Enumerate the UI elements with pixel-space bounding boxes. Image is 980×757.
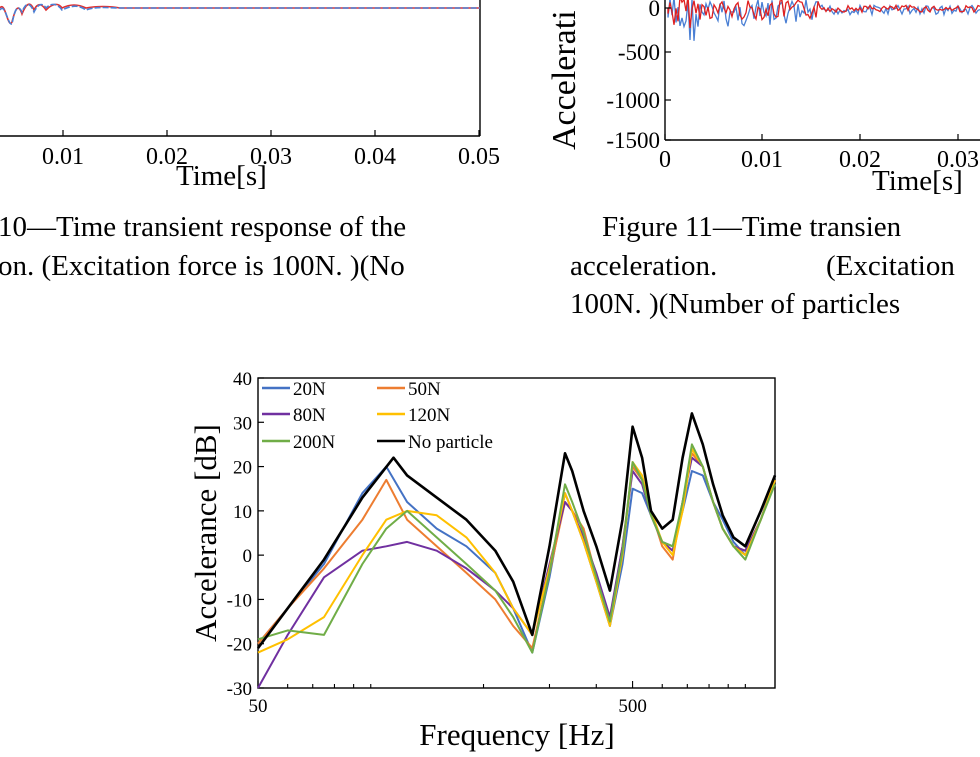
y-tick-label: -20 — [227, 635, 252, 656]
legend-label: 200N — [293, 432, 336, 453]
fig10-xtick-label: 0.04 — [354, 144, 396, 170]
fig10-xtick-label: 0.05 — [458, 144, 500, 170]
fig11-xtick-label: 0 — [659, 147, 671, 173]
fig10-caption-line1: 10—Time transient response of the — [0, 211, 407, 243]
fig10-caption-line2: on. (Excitation force is 100N. )(No — [0, 250, 405, 282]
fig11-ytick-label: -500 — [618, 40, 660, 65]
fig11-xtick-label: 0.03 — [937, 147, 979, 173]
fig11-ytick-label: 0 — [649, 0, 661, 21]
fig11-trace-red — [667, 0, 980, 28]
fig11-ytick-label: -1500 — [606, 128, 660, 153]
y-tick-label: 10 — [233, 502, 252, 523]
fig11-caption-line2a: acceleration. — [570, 250, 718, 282]
fig10-xlabel: Time[s] — [176, 160, 267, 192]
fig10-xtick-label: 0.01 — [42, 144, 84, 170]
fig11-caption-line1: Figure 11—Time transien — [602, 211, 902, 243]
fig11-xtick-label: 0.01 — [741, 147, 783, 173]
fig11-xlabel: Time[s] — [872, 165, 963, 197]
y-axis-label: Accelerance [dB] — [188, 424, 223, 642]
fig10-xtick-label: 0.03 — [250, 144, 292, 170]
y-tick-label: 40 — [233, 369, 252, 390]
fig10-xtick-label: 0.02 — [146, 144, 188, 170]
x-axis-label: Frequency [Hz] — [419, 717, 614, 752]
fig11-trace-blue — [667, 0, 980, 41]
x-tick-label: 500 — [618, 696, 647, 717]
y-tick-label: 30 — [233, 413, 252, 434]
y-tick-label: 0 — [243, 546, 253, 567]
series-line-200n — [257, 443, 776, 654]
legend-label: 80N — [293, 405, 326, 426]
legend-label: 20N — [293, 379, 326, 400]
fig11-caption-line3: 100N. )(Number of particles — [570, 288, 901, 320]
fig11-signal-trace — [667, 0, 980, 41]
fig11-ytick-label: -1000 — [606, 88, 660, 113]
y-tick-label: -30 — [227, 679, 252, 700]
series-line-no-particle — [256, 412, 777, 649]
fig11-caption-line2b: (Excitation — [826, 250, 955, 282]
fig11-xtick-label: 0.02 — [839, 147, 881, 173]
y-tick-label: 20 — [233, 458, 252, 479]
legend-label: 120N — [408, 405, 451, 426]
plot-area-frame — [257, 377, 776, 689]
x-tick-label: 50 — [249, 696, 268, 717]
y-tick-label: -10 — [227, 590, 252, 611]
legend-label: 50N — [408, 379, 441, 400]
fig10-response-blue — [0, 3, 480, 25]
legend-label: No particle — [408, 432, 493, 453]
